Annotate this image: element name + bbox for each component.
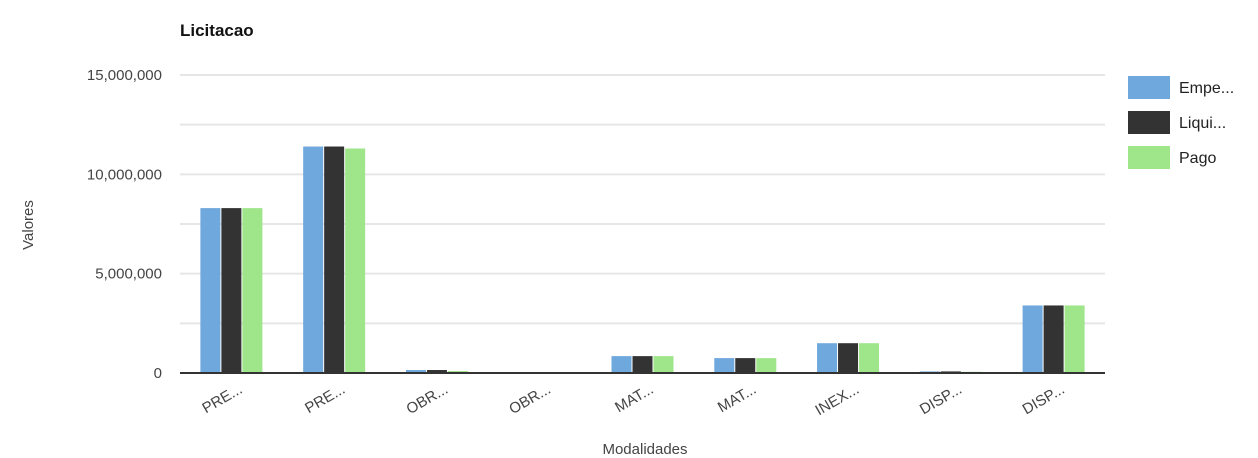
bar-1-3[interactable]	[405, 370, 426, 373]
chart-title: Licitacao	[180, 21, 254, 40]
x-tick-label: MAT...	[612, 381, 656, 416]
legend[interactable]: Empe... Liqui... Pago	[1128, 76, 1234, 169]
bar-3-2[interactable]	[345, 148, 366, 373]
bar-1-7[interactable]	[817, 343, 838, 373]
x-tick-label: INEX...	[812, 381, 862, 419]
legend-swatch	[1128, 76, 1170, 99]
x-tick-label: DISP...	[917, 381, 965, 419]
x-tick-label: DISP...	[1020, 381, 1068, 419]
bar-2-5[interactable]	[632, 356, 653, 373]
bars	[200, 146, 1085, 373]
y-tick-label: 15,000,000	[87, 67, 162, 84]
bar-2-7[interactable]	[838, 343, 859, 373]
bar-2-1[interactable]	[221, 208, 242, 373]
legend-swatch	[1128, 146, 1170, 169]
legend-label[interactable]: Liqui...	[1179, 115, 1226, 132]
bar-2-3[interactable]	[426, 370, 447, 373]
legend-label[interactable]: Empe...	[1179, 80, 1234, 97]
bar-3-7[interactable]	[859, 343, 880, 373]
bar-3-5[interactable]	[653, 356, 674, 373]
bar-3-9[interactable]	[1064, 305, 1085, 373]
y-tick-label: 10,000,000	[87, 166, 162, 183]
bar-3-6[interactable]	[756, 358, 777, 373]
legend-swatch	[1128, 111, 1170, 134]
x-tick-label: PRE...	[302, 381, 348, 417]
bar-1-6[interactable]	[714, 358, 735, 373]
bar-1-1[interactable]	[200, 208, 221, 373]
y-tick-label: 0	[154, 365, 162, 382]
bar-2-9[interactable]	[1043, 305, 1064, 373]
bar-3-1[interactable]	[242, 208, 263, 373]
x-axis-title: Modalidades	[602, 441, 687, 458]
x-tick-label: OBR...	[506, 381, 553, 418]
y-tick-label: 5,000,000	[95, 266, 162, 283]
bar-1-9[interactable]	[1022, 305, 1043, 373]
y-axis-title: Valores	[20, 200, 37, 250]
x-tick-label: MAT...	[715, 381, 759, 416]
legend-label[interactable]: Pago	[1179, 150, 1216, 167]
bar-2-2[interactable]	[324, 146, 345, 373]
x-axis-ticks: PRE... PRE... OBR... OBR... MAT... MAT... INEX…	[199, 381, 1067, 419]
y-axis-ticks: 0 5,000,000 10,000,000 15,000,000	[87, 67, 162, 382]
bar-1-2[interactable]	[303, 146, 324, 373]
x-tick-label: PRE...	[199, 381, 245, 417]
bar-2-6[interactable]	[735, 358, 756, 373]
bar-1-5[interactable]	[611, 356, 632, 373]
x-tick-label: OBR...	[403, 381, 450, 418]
